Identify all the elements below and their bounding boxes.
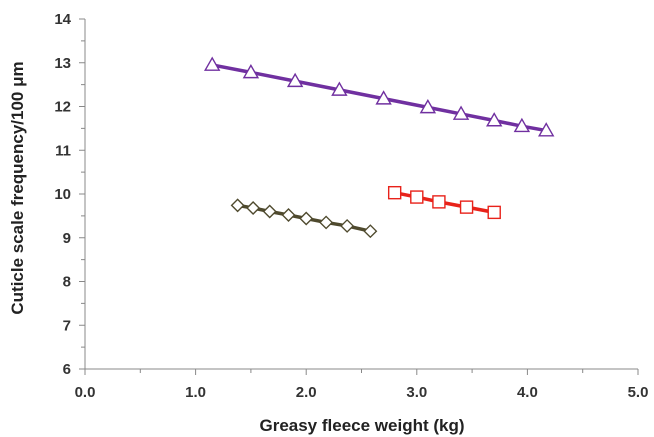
data-point-square bbox=[459, 200, 474, 214]
y-tick-label: 6 bbox=[63, 361, 71, 378]
data-point-triangle bbox=[486, 112, 503, 127]
series-square bbox=[387, 185, 501, 220]
y-tick-label: 13 bbox=[54, 55, 71, 72]
series-triangle bbox=[203, 56, 555, 137]
data-point-diamond bbox=[246, 201, 261, 215]
y-tick-label: 10 bbox=[54, 186, 71, 203]
data-point-triangle bbox=[242, 63, 260, 79]
data-point-diamond bbox=[230, 198, 245, 213]
data-point-diamond bbox=[262, 204, 277, 219]
data-point-diamond bbox=[281, 208, 296, 222]
y-tick-label: 14 bbox=[54, 11, 71, 28]
data-point-triangle bbox=[286, 72, 304, 88]
y-tick-label: 7 bbox=[63, 317, 71, 334]
data-point-square bbox=[487, 205, 501, 220]
x-tick-label: 1.0 bbox=[185, 384, 206, 401]
data-point-triangle bbox=[513, 117, 531, 133]
x-tick-label: 2.0 bbox=[296, 384, 317, 401]
data-point-square bbox=[387, 185, 402, 200]
data-point-diamond bbox=[340, 218, 355, 233]
series-diamond bbox=[230, 198, 378, 239]
data-point-triangle bbox=[419, 98, 437, 114]
data-point-triangle bbox=[375, 90, 392, 105]
y-tick-label: 9 bbox=[63, 230, 71, 247]
series-layer bbox=[203, 56, 555, 239]
data-point-triangle bbox=[203, 56, 221, 71]
y-tick-label: 12 bbox=[54, 99, 71, 116]
x-tick-label: 3.0 bbox=[406, 384, 427, 401]
x-tick-label: 5.0 bbox=[628, 384, 649, 401]
data-point-square bbox=[432, 195, 446, 209]
y-tick-label: 11 bbox=[55, 142, 71, 159]
data-point-square bbox=[410, 190, 424, 204]
data-point-triangle bbox=[537, 122, 555, 137]
series-line bbox=[211, 63, 547, 133]
data-point-triangle bbox=[452, 105, 470, 120]
data-point-diamond bbox=[363, 224, 378, 239]
x-axis-ticks: 0.0 1.0 2.0 3.0 4.0 5.0 bbox=[75, 369, 649, 401]
x-tick-label: 0.0 bbox=[75, 384, 96, 401]
data-point-triangle bbox=[331, 81, 348, 96]
y-axis-ticks: 6 7 8 9 10 11 12 13 14 bbox=[54, 11, 85, 378]
x-axis-title: Greasy fleece weight (kg) bbox=[259, 416, 464, 435]
data-point-diamond bbox=[319, 215, 334, 230]
data-point-diamond bbox=[299, 211, 314, 226]
y-axis-title: Cuticle scale frequency/100 μm bbox=[8, 61, 27, 314]
y-tick-label: 8 bbox=[63, 274, 71, 291]
x-tick-label: 4.0 bbox=[517, 384, 538, 401]
